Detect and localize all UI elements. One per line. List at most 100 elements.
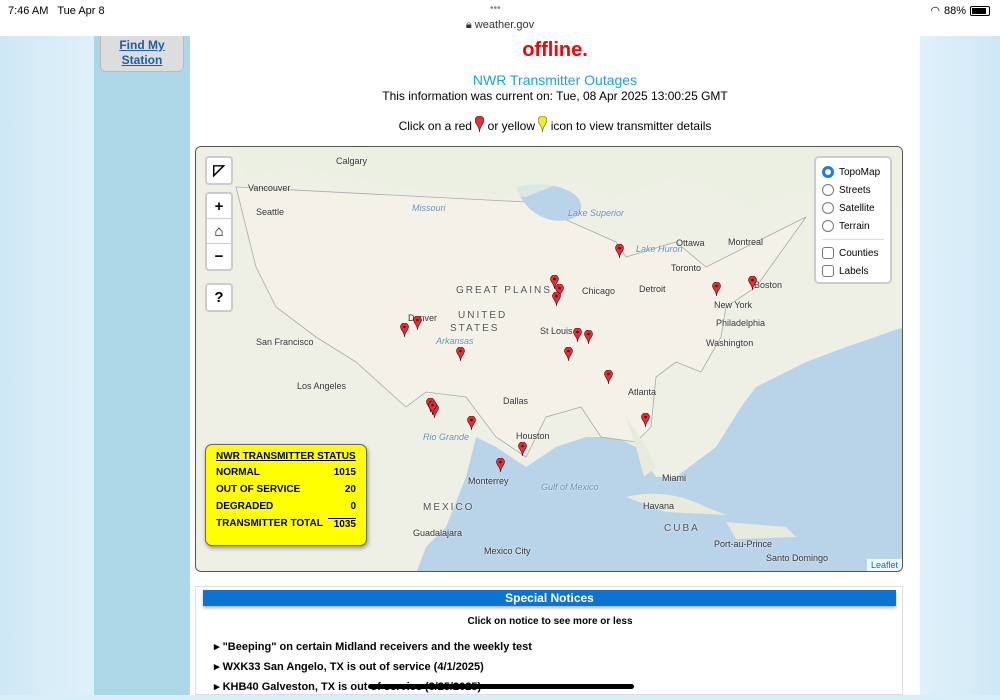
overlay-counties[interactable]: Counties	[822, 244, 884, 262]
map-label-toronto: Toronto	[671, 263, 702, 273]
transmitter-marker-red[interactable]	[428, 401, 437, 415]
help-icon[interactable]: ?	[214, 289, 224, 306]
special-notices: Special Notices Click on notice to see m…	[195, 586, 903, 695]
checkbox-labels[interactable]	[822, 265, 834, 277]
more-dots-icon[interactable]: •••	[490, 3, 501, 14]
disclosure-triangle-icon: ▸	[214, 641, 220, 653]
transmitter-marker-red[interactable]	[467, 416, 476, 430]
transmitter-marker-red[interactable]	[552, 292, 561, 306]
layer-topomap[interactable]: TopoMap	[822, 163, 884, 181]
map-label-havana: Havana	[643, 501, 675, 511]
map-label-detroit: Detroit	[639, 284, 666, 294]
instructions: Click on a red or yellow icon to view tr…	[190, 116, 920, 133]
map-label-arkansas: Arkansas	[436, 336, 474, 346]
find-my-station-link[interactable]: Find My Station	[119, 38, 165, 67]
map-label-dallas: Dallas	[503, 396, 529, 406]
radio-terrain[interactable]	[822, 220, 834, 232]
transmitter-marker-red[interactable]	[550, 275, 559, 289]
map-label-montreal: Montreal	[728, 237, 764, 247]
page-title: NWR Transmitter Outages	[472, 72, 638, 88]
radio-streets[interactable]	[822, 184, 834, 196]
lock-icon: 🔒︎	[465, 19, 472, 31]
transmitter-marker-red[interactable]	[456, 347, 465, 361]
radio-topomap[interactable]	[822, 166, 834, 178]
fullscreen-button[interactable]: ◸	[205, 156, 233, 185]
disclosure-triangle-icon: ▸	[214, 661, 220, 673]
layer-terrain[interactable]: Terrain	[822, 217, 884, 235]
notices-header: Special Notices	[203, 590, 896, 606]
battery-percent: 88%	[943, 4, 966, 17]
status-row-normal: NORMAL 1015	[216, 467, 356, 478]
transmitter-marker-red[interactable]	[496, 458, 505, 472]
home-button[interactable]: ⌂	[207, 219, 231, 244]
transmitter-marker-red[interactable]	[564, 347, 573, 361]
notice-item[interactable]: ▸ KHB40 Galveston, TX is out of service …	[214, 681, 482, 693]
cuba	[626, 493, 726, 515]
divider	[822, 239, 884, 240]
map-label-superior: Lake Superior	[568, 208, 625, 218]
layer-streets[interactable]: Streets	[822, 181, 884, 199]
transmitter-marker-red[interactable]	[584, 330, 593, 344]
map-label-phil: Philadelphia	[716, 318, 766, 328]
fullscreen-icon[interactable]: ◸	[213, 162, 225, 179]
home-indicator[interactable]	[368, 684, 634, 689]
battery-icon	[970, 5, 990, 16]
map-label-missouri: Missouri	[412, 203, 446, 213]
map-label-houston: Houston	[516, 431, 550, 441]
transmitter-map[interactable]: Calgary Vancouver Seattle Denver San Francis…	[195, 146, 903, 572]
zoom-in-button[interactable]: +	[207, 194, 231, 219]
transmitter-marker-red[interactable]	[555, 284, 564, 298]
transmitter-marker-red[interactable]	[518, 442, 527, 456]
help-button[interactable]: ?	[205, 283, 233, 312]
zoom-out-button[interactable]: −	[214, 248, 224, 265]
canada	[196, 147, 902, 207]
map-label-atlanta: Atlanta	[628, 387, 657, 397]
transmitter-marker-red[interactable]	[615, 244, 624, 258]
map-label-ny: New York	[714, 300, 753, 310]
status-icons: ◠ 88%	[930, 4, 990, 17]
layer-satellite[interactable]: Satellite	[822, 199, 884, 217]
map-label-seattle: Seattle	[256, 207, 285, 217]
find-my-station-button[interactable]: Find My Station	[100, 36, 184, 72]
map-label-sf: San Francisco	[256, 337, 314, 347]
notice-item[interactable]: ▸ WXK33 San Angelo, TX is out of service…	[214, 661, 484, 673]
map-label-us2: STATES	[450, 323, 500, 334]
clock: 7:46 AM Tue Apr 8	[8, 5, 105, 17]
transmitter-status-box: NWR TRANSMITTER STATUS NORMAL 1015 OUT OF…	[205, 444, 367, 546]
map-label-miami: Miami	[662, 473, 686, 483]
map-label-denver: Denver	[408, 313, 438, 323]
map-label-calgary: Calgary	[336, 156, 368, 166]
transmitter-marker-red[interactable]	[712, 282, 721, 296]
leaflet-attribution-link[interactable]: Leaflet	[866, 559, 902, 571]
red-marker-icon	[475, 116, 485, 132]
ios-status-bar: 7:46 AM Tue Apr 8 ••• 🔒︎ weather.gov ◠ 88…	[0, 0, 1000, 36]
map-label-monterrey: Monterrey	[468, 476, 509, 486]
overlay-labels[interactable]: Labels	[822, 262, 884, 280]
sidebar	[94, 36, 190, 695]
transmitter-marker-red[interactable]	[400, 323, 409, 337]
notices-hint: Click on notice to see more or less	[467, 616, 633, 627]
transmitter-marker-red[interactable]	[641, 413, 650, 427]
status-row-total: TRANSMITTER TOTAL 1035	[216, 518, 356, 535]
map-label-ottawa: Ottawa	[676, 238, 705, 248]
checkbox-counties[interactable]	[822, 247, 834, 259]
wifi-icon: ◠	[930, 5, 940, 17]
radio-satellite[interactable]	[822, 202, 834, 214]
address-bar[interactable]: 🔒︎ weather.gov	[465, 19, 535, 31]
map-label-sd: Santo Domingo	[766, 553, 829, 563]
map-label-chicago: Chicago	[582, 286, 616, 296]
map-label-cuba: CUBA	[664, 523, 700, 534]
disclosure-triangle-icon: ▸	[214, 681, 220, 693]
map-label-plains: GREAT PLAINS	[456, 285, 552, 296]
layer-control: TopoMap Streets Satellite Terrain Counti…	[814, 156, 892, 284]
status-title: NWR TRANSMITTER STATUS	[216, 451, 356, 462]
map-label-us1: UNITED	[458, 310, 508, 321]
notice-item[interactable]: ▸ "Beeping" on certain Midland receivers…	[214, 641, 532, 653]
map-label-la: Los Angeles	[297, 381, 347, 391]
map-label-huron: Lake Huron	[636, 244, 683, 254]
yellow-marker-icon	[538, 116, 548, 132]
transmitter-marker-red[interactable]	[573, 328, 582, 342]
transmitter-marker-red[interactable]	[413, 316, 422, 330]
transmitter-marker-red[interactable]	[748, 276, 757, 290]
transmitter-marker-red[interactable]	[604, 370, 613, 384]
